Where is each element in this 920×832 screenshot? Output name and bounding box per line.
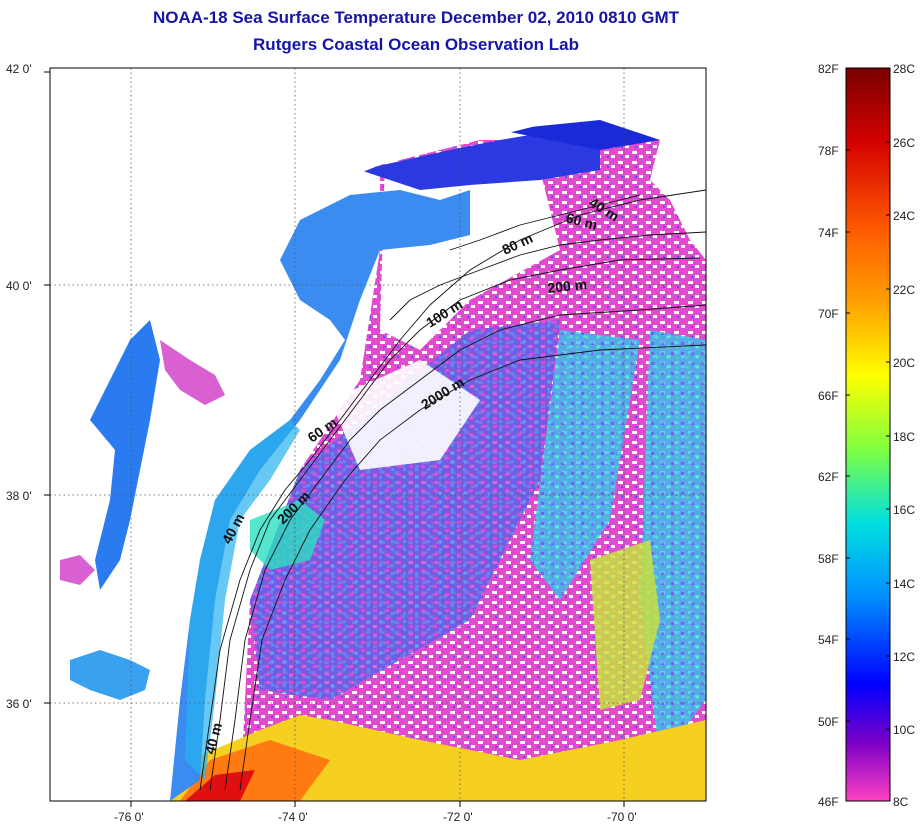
- isobath-label: 40 m: [201, 721, 225, 756]
- sst-map: [50, 68, 706, 801]
- lat-label: 36 0': [6, 697, 32, 711]
- graticule: [50, 68, 706, 801]
- isobath-contours: [199, 189, 707, 791]
- colorbar-c-label: 14C: [893, 577, 916, 591]
- colorbar-f-label: 58F: [818, 552, 839, 566]
- colorbar-f-label: 82F: [818, 62, 839, 76]
- isobath-label: 60 m: [564, 209, 599, 233]
- colorbar-f-label: 74F: [818, 226, 839, 240]
- colorbar-c-label: 26C: [893, 136, 916, 150]
- colorbar-f-label: 66F: [818, 389, 839, 403]
- colorbar: [845, 67, 891, 802]
- isobath-label: 200 m: [547, 276, 588, 296]
- colorbar-c-label: 12C: [893, 650, 916, 664]
- lon-label: -72 0': [443, 810, 473, 824]
- colorbar-f-label: 54F: [818, 633, 839, 647]
- lat-label: 42 0': [6, 62, 32, 76]
- colorbar-c-label: 24C: [893, 209, 916, 223]
- lat-label: 38 0': [6, 489, 32, 503]
- map-frame: [49, 67, 707, 802]
- lon-label: -74 0': [278, 810, 308, 824]
- lon-label: -70 0': [607, 810, 637, 824]
- colorbar-c-label: 8C: [893, 795, 909, 809]
- colorbar-f-label: 78F: [818, 144, 839, 158]
- colorbar-c-label: 18C: [893, 430, 916, 444]
- colorbar-f-label: 70F: [818, 307, 839, 321]
- colorbar-c-label: 20C: [893, 356, 916, 370]
- axis-ticks: [44, 71, 625, 807]
- lon-label: -76 0': [114, 810, 144, 824]
- map-title: NOAA-18 Sea Surface Temperature December…: [153, 8, 679, 27]
- colorbar-f-label: 50F: [818, 715, 839, 729]
- colorbar-c-label: 28C: [893, 62, 916, 76]
- map-subtitle: Rutgers Coastal Ocean Observation Lab: [253, 35, 579, 54]
- colorbar-c-label: 16C: [893, 503, 916, 517]
- colorbar-f-label: 62F: [818, 470, 839, 484]
- colorbar-ticks: [846, 141, 890, 730]
- colorbar-c-label: 22C: [893, 283, 916, 297]
- colorbar-c-label: 10C: [893, 723, 916, 737]
- lat-label: 40 0': [6, 279, 32, 293]
- colorbar-f-label: 46F: [818, 795, 839, 809]
